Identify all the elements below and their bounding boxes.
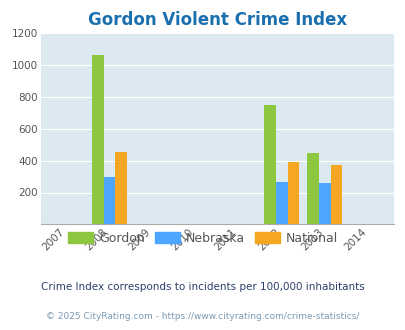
- Bar: [103, 177, 115, 224]
- Bar: [115, 152, 127, 224]
- Bar: [92, 55, 103, 224]
- Text: © 2025 CityRating.com - https://www.cityrating.com/crime-statistics/: © 2025 CityRating.com - https://www.city…: [46, 312, 359, 321]
- Title: Gordon Violent Crime Index: Gordon Violent Crime Index: [87, 11, 346, 29]
- Bar: [264, 105, 275, 224]
- Text: Crime Index corresponds to incidents per 100,000 inhabitants: Crime Index corresponds to incidents per…: [41, 282, 364, 292]
- Bar: [275, 182, 287, 224]
- Legend: Gordon, Nebraska, National: Gordon, Nebraska, National: [62, 226, 343, 249]
- Bar: [287, 162, 298, 224]
- Bar: [318, 183, 330, 224]
- Bar: [330, 165, 341, 224]
- Bar: [307, 152, 318, 224]
